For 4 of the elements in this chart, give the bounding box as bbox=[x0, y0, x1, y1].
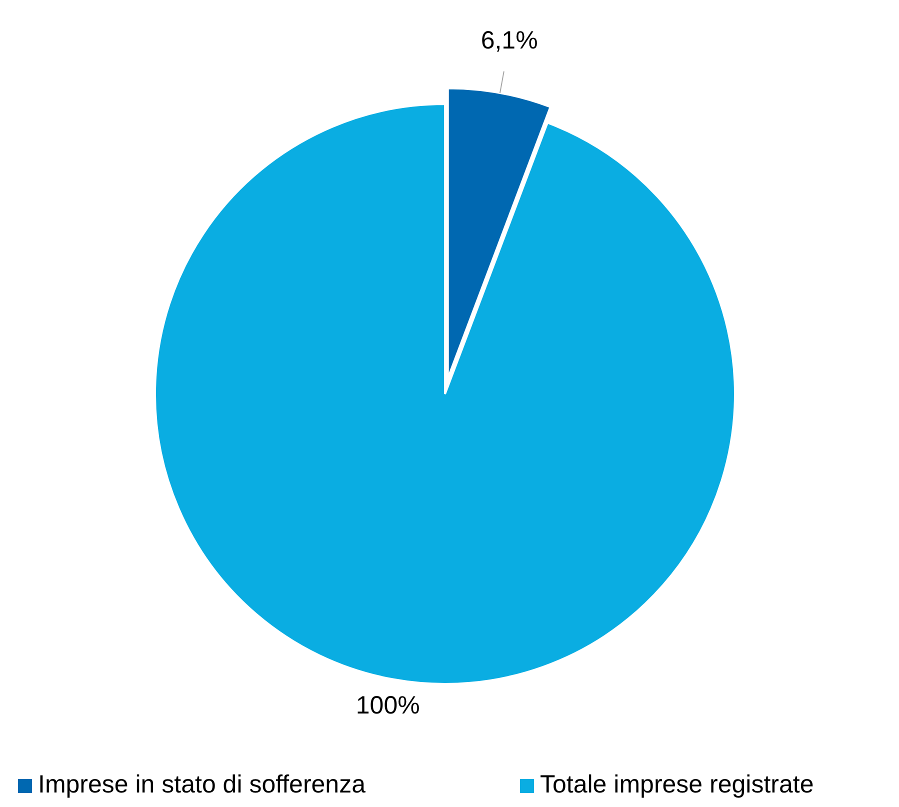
legend-label: Imprese in stato di sofferenza bbox=[38, 770, 366, 799]
data-label: 100% bbox=[356, 691, 420, 720]
legend-label: Totale imprese registrate bbox=[540, 770, 814, 799]
data-label: 6,1% bbox=[480, 26, 538, 54]
